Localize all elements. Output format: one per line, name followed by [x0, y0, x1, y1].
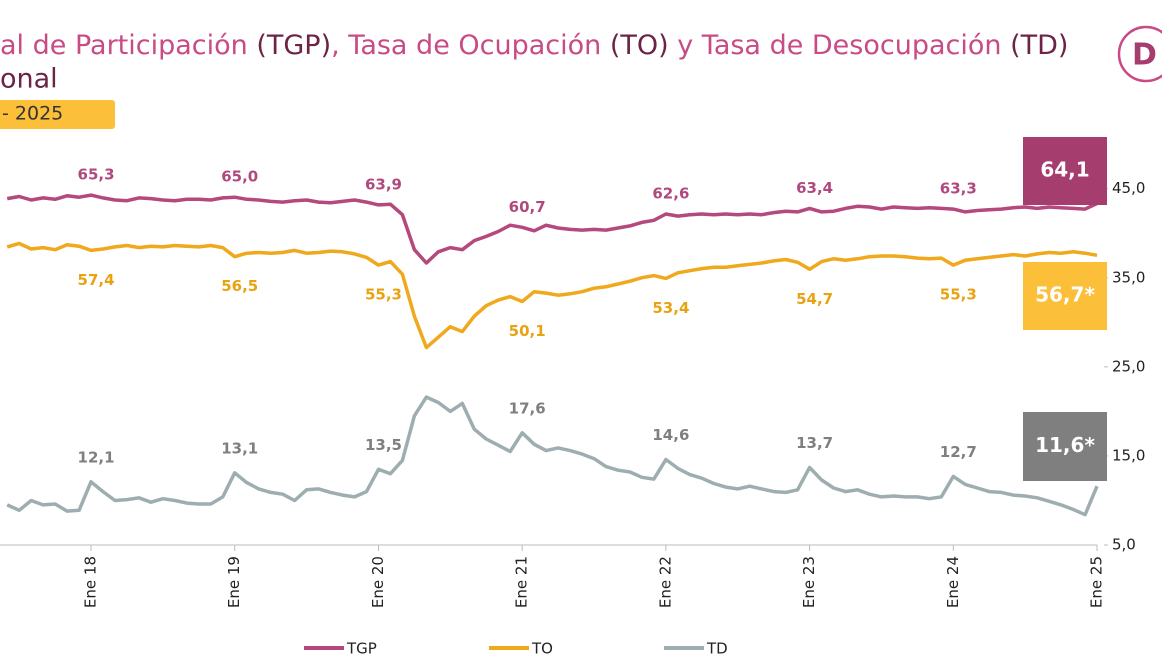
value-box [1023, 262, 1107, 330]
x-tick-label: Ene 18 [82, 556, 100, 608]
logo [1117, 25, 1162, 83]
y2-tick-label: 5,0 [1112, 536, 1136, 554]
data-label: 60,7 [509, 198, 546, 216]
data-label: 63,3 [940, 180, 977, 198]
x-tick-label: Ene 19 [225, 556, 243, 608]
value-box [1023, 137, 1107, 205]
data-label: 50,1 [509, 322, 546, 340]
x-tick-label: Ene 20 [369, 556, 387, 608]
data-label: 12,7 [940, 443, 977, 461]
data-label: 57,4 [78, 271, 115, 289]
value-box-label: 64,1 [1040, 158, 1089, 182]
title-part: (TD) [1010, 30, 1068, 61]
chart-subtitle: onal [0, 64, 58, 95]
legend-label: TGP [346, 640, 377, 658]
x-tick-label: Ene 24 [944, 556, 962, 608]
y2-tick-label: 35,0 [1112, 268, 1145, 286]
x-tick-label: Ene 25 [1088, 556, 1106, 608]
logo-text: D [1132, 38, 1157, 73]
data-label: 12,1 [78, 448, 115, 466]
series-line [6, 395, 1099, 517]
series-line [6, 193, 1098, 265]
data-label: 13,5 [365, 436, 402, 454]
data-label: 14,6 [652, 426, 689, 444]
title-part: al de Participación [0, 30, 256, 61]
data-label: 17,6 [509, 399, 546, 417]
series-line [6, 241, 1098, 350]
data-label: 63,4 [796, 179, 833, 197]
title-part: , Tasa de Ocupación [331, 30, 610, 61]
data-label: 54,7 [796, 290, 833, 308]
badge-text: - 2025 [2, 103, 63, 125]
legend-label: TO [531, 640, 553, 658]
data-label: 65,3 [78, 166, 115, 184]
title-part: (TGP) [256, 30, 331, 61]
legend-label: TD [706, 640, 728, 658]
y2-tick-label: 25,0 [1112, 357, 1145, 375]
data-label: 55,3 [940, 286, 977, 304]
x-tick-label: Ene 22 [656, 556, 674, 608]
data-label: 13,1 [221, 439, 258, 457]
data-label: 65,0 [221, 168, 258, 186]
title-part: y Tasa de Desocupación [669, 30, 1010, 61]
badge [0, 100, 115, 129]
y2-tick-label: 15,0 [1112, 446, 1145, 464]
title-part: (TO) [610, 30, 669, 61]
data-label: 56,5 [221, 277, 258, 295]
value-box-label: 11,6* [1035, 433, 1095, 457]
data-label: 62,6 [652, 184, 689, 202]
data-label: 55,3 [365, 286, 402, 304]
value-box [1023, 412, 1107, 481]
data-label: 63,9 [365, 175, 402, 193]
data-label: 13,7 [796, 434, 833, 452]
data-label: 53,4 [652, 299, 689, 317]
x-tick-label: Ene 21 [513, 556, 531, 608]
x-tick-label: Ene 23 [800, 556, 818, 608]
chart-title: al de Participación (TGP), Tasa de Ocupa… [0, 30, 1068, 61]
y2-tick-label: 45,0 [1112, 179, 1145, 197]
value-box-label: 56,7* [1035, 283, 1095, 307]
